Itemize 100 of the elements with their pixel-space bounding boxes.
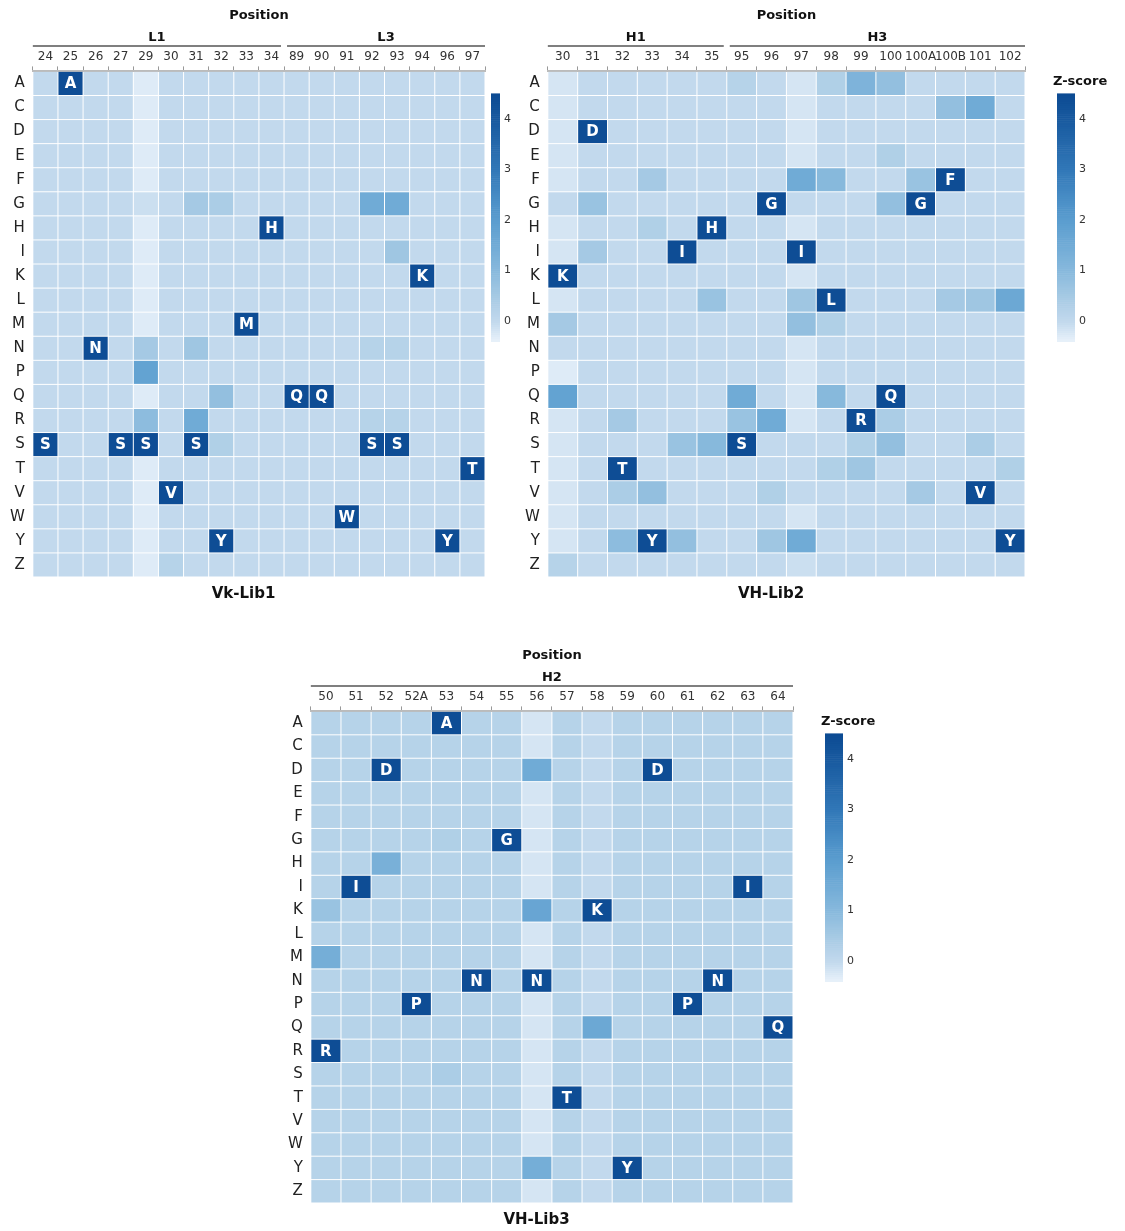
data-label: R (855, 411, 868, 430)
x-tick-label: 89 (288, 49, 305, 64)
data-label: V (974, 483, 987, 502)
y-tick-label: C (292, 736, 303, 755)
x-tick-label: 53 (438, 689, 455, 704)
text: L3 (377, 29, 395, 44)
y-tick-label: Q (291, 1017, 303, 1036)
data-label: T (561, 1088, 573, 1107)
color-bar-label: 3 (1079, 162, 1086, 176)
x-tick-label: 52A (404, 689, 429, 704)
x-tick-label: 97 (464, 49, 481, 64)
y-tick-label: E (15, 145, 25, 164)
y-tick-label: N (13, 338, 25, 357)
data-label: P (682, 994, 694, 1013)
y-tick-label: T (292, 1087, 304, 1106)
y-tick-label: K (292, 900, 304, 919)
y-tick-label: S (530, 434, 540, 453)
y-tick-label: P (530, 362, 540, 381)
data-label: Y (214, 531, 228, 550)
data-label: A (440, 714, 453, 732)
data-label: H (265, 218, 278, 237)
data-label: S (366, 435, 378, 454)
y-tick-label: K (14, 265, 26, 284)
y-tick-label: S (293, 1064, 303, 1083)
y-tick-label: A (529, 73, 541, 92)
x-tick-label: 94 (414, 49, 430, 64)
x-tick-label: 58 (589, 689, 605, 704)
data-label: A (64, 74, 77, 93)
x-tick-label: 100 (879, 49, 903, 64)
data-label: Y (645, 531, 659, 550)
x-tick-label: 90 (314, 49, 330, 64)
y-tick-label: H (291, 853, 303, 872)
x-axis-title: Position (522, 647, 582, 662)
y-tick-label: I (535, 241, 540, 260)
data-label: Q (771, 1018, 785, 1037)
data-label: K (556, 266, 570, 285)
data-label: D (586, 122, 599, 141)
data-label: W (338, 507, 356, 526)
x-tick-label: 92 (364, 49, 380, 64)
y-tick-label: T (529, 458, 541, 477)
data-label: N (711, 971, 724, 990)
y-tick-label: G (13, 193, 25, 212)
x-tick-label: 101 (968, 49, 992, 64)
x-tick-label: 97 (793, 49, 809, 64)
x-tick-label: 60 (649, 689, 666, 704)
y-tick-label: T (14, 458, 26, 477)
x-tick-label: 61 (679, 689, 696, 704)
color-bar-label: 3 (504, 162, 511, 176)
data-label: Y (620, 1158, 634, 1177)
x-axis-title: Position (756, 7, 817, 22)
data-label: S (736, 435, 748, 454)
data-label: S (140, 435, 152, 454)
x-tick-label: 34 (674, 49, 690, 64)
data-label: M (238, 315, 254, 334)
x-tick-label: 32 (614, 49, 631, 64)
y-tick-label: W (524, 506, 540, 525)
y-tick-label: G (528, 193, 540, 212)
y-tick-label: G (291, 830, 303, 849)
data-label: K (591, 901, 605, 920)
y-tick-label: Y (292, 1157, 304, 1176)
data-label: S (115, 435, 127, 454)
y-tick-label: Z (14, 554, 25, 573)
data-label: V (165, 483, 178, 502)
data-label: S (391, 435, 403, 454)
x-tick-label: 98 (823, 49, 839, 64)
y-tick-label: I (298, 876, 303, 895)
data-label: R (320, 1041, 333, 1060)
y-tick-label: Y (14, 530, 26, 549)
data-label: Q (884, 387, 898, 406)
y-tick-label: L (531, 290, 541, 309)
data-label: N (89, 339, 102, 358)
color-bar-title: Z-score (1053, 73, 1108, 89)
y-tick-label: D (291, 759, 303, 778)
y-tick-label: W (287, 1134, 303, 1153)
y-tick-label: M (11, 314, 25, 333)
x-tick-label: 54 (468, 689, 485, 704)
x-tick-label: 31 (584, 49, 601, 64)
y-tick-label: E (530, 145, 540, 164)
data-label: N (470, 971, 483, 990)
text: H3 (867, 29, 888, 44)
y-tick-label: V (529, 482, 541, 501)
x-tick-label: 102 (998, 49, 1022, 64)
x-tick-label: 30 (163, 49, 179, 64)
x-tick-label: 33 (238, 49, 254, 64)
data-label: H (705, 218, 719, 237)
y-tick-label: N (291, 970, 303, 989)
data-label: D (651, 760, 664, 779)
data-label: P (410, 994, 422, 1013)
data-label: S (39, 435, 51, 454)
x-tick-label: 91 (339, 49, 355, 64)
color-bar-label: 4 (504, 111, 511, 125)
y-tick-label: C (529, 97, 540, 116)
color-bar-label: 2 (504, 212, 511, 226)
data-label: L (826, 291, 837, 310)
data-label: I (798, 242, 805, 261)
data-label: F (945, 170, 956, 189)
x-tick-label: 64 (770, 689, 786, 704)
x-tick-label: 50 (318, 689, 334, 704)
y-tick-label: K (529, 265, 541, 284)
data-label: I (679, 242, 685, 261)
